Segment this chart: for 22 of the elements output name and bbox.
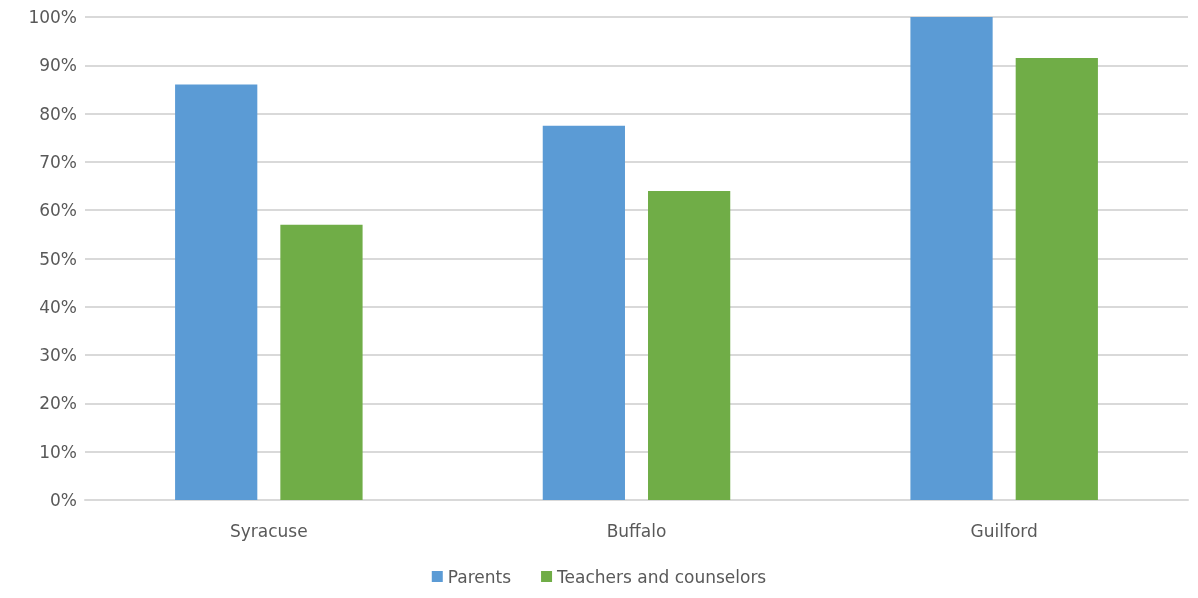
y-tick-label: 60%: [39, 200, 77, 221]
legend-label: Teachers and counselors: [556, 566, 767, 587]
y-tick-label: 20%: [39, 393, 77, 414]
x-tick-label: Syracuse: [229, 520, 308, 541]
y-tick-label: 100%: [28, 7, 77, 27]
bar: [280, 224, 363, 500]
y-tick-label: 10%: [39, 441, 77, 462]
bar: [910, 17, 993, 500]
legend-label: Parents: [447, 566, 512, 587]
bar: [175, 84, 258, 500]
x-tick-label: Buffalo: [606, 520, 667, 541]
bar: [648, 190, 731, 500]
y-tick-label: 30%: [39, 345, 77, 366]
x-tick-label: Guilford: [970, 520, 1038, 541]
y-tick-label: 90%: [39, 55, 77, 76]
y-tick-label: 0%: [50, 490, 77, 510]
y-tick-label: 80%: [39, 103, 77, 124]
bar: [542, 125, 625, 500]
y-tick-label: 40%: [39, 296, 77, 317]
y-tick-label: 70%: [39, 151, 77, 172]
bar: [1015, 58, 1098, 500]
y-tick-label: 50%: [39, 248, 77, 269]
